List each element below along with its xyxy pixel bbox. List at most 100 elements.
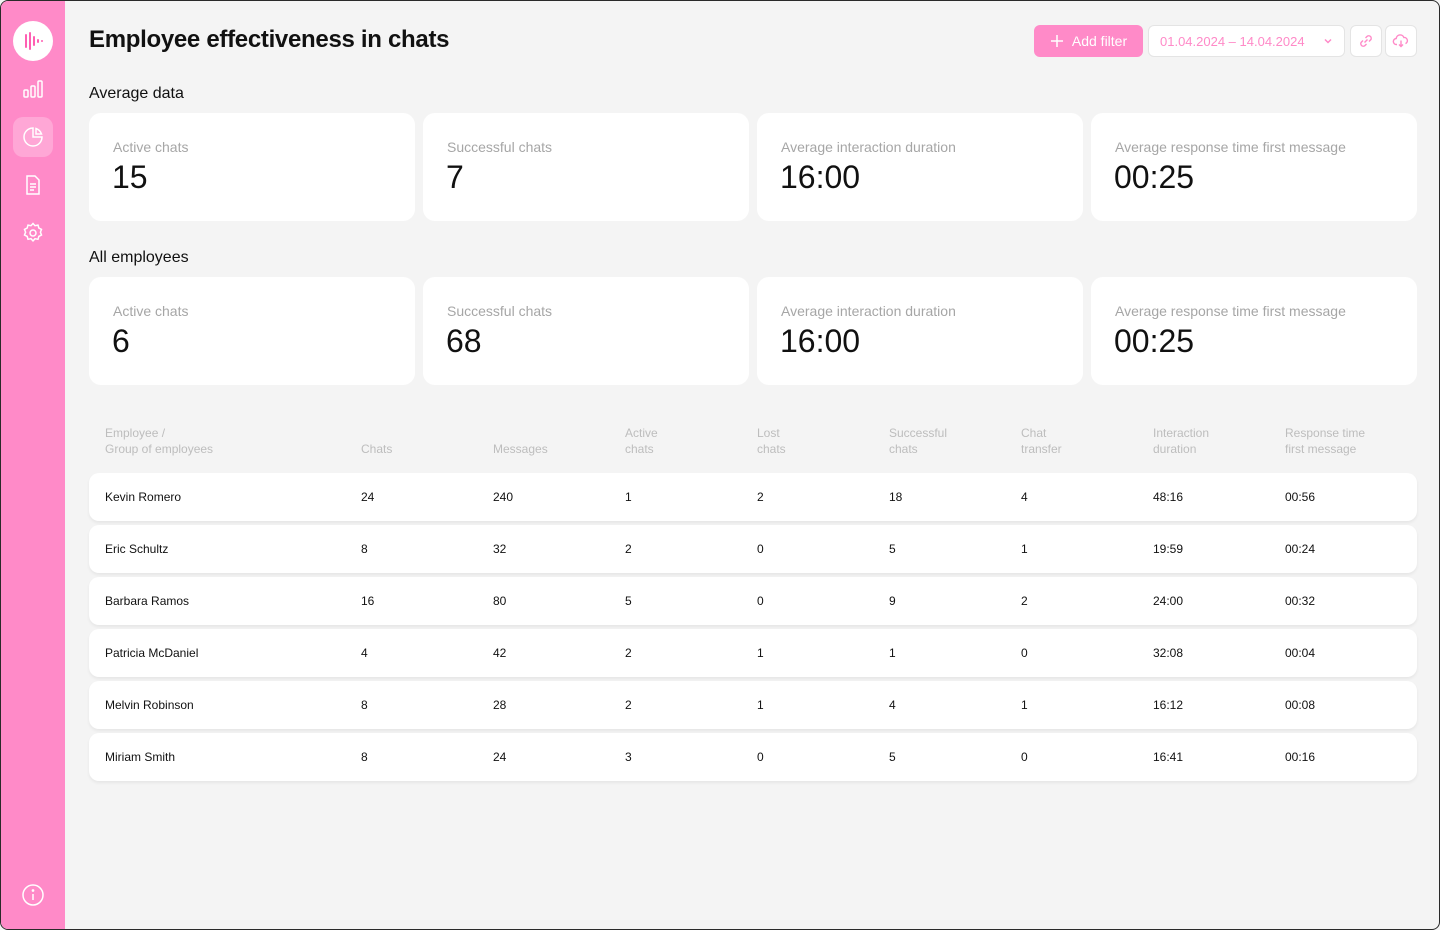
cell-successful-chats: 5 [889, 542, 896, 556]
cell-employee: Patricia McDaniel [105, 646, 199, 660]
cell-response-time: 00:16 [1285, 750, 1316, 764]
cell-chats: 8 [361, 542, 368, 556]
table-row[interactable]: Patricia McDaniel 4 42 2 1 1 0 32:08 00:… [89, 629, 1417, 677]
col-header-successful-chats[interactable]: Successful chats [889, 426, 948, 456]
add-filter-button[interactable]: Add filter [1034, 25, 1143, 57]
date-range-select[interactable]: 01.04.2024 – 14.04.2024 [1148, 25, 1345, 57]
card-value: 16:00 [780, 323, 861, 359]
col-header-lost-chats[interactable]: Lost chats [757, 426, 786, 456]
cell-chat-transfer: 4 [1021, 490, 1028, 504]
col-header-interaction-duration[interactable]: Interaction duration [1153, 426, 1210, 456]
cell-lost-chats: 1 [757, 698, 764, 712]
cell-active-chats: 1 [625, 490, 632, 504]
cell-employee: Melvin Robinson [105, 698, 194, 712]
col-header-chats[interactable]: Chats [361, 442, 393, 456]
cell-lost-chats: 2 [757, 490, 764, 504]
nav-item-settings[interactable] [13, 213, 53, 253]
cell-successful-chats: 9 [889, 594, 896, 608]
avg-card-active-chats: Active chats 15 [89, 113, 415, 221]
card-label: Successful chats [447, 303, 553, 319]
cell-chat-transfer: 1 [1021, 542, 1028, 556]
card-label: Average interaction duration [781, 139, 956, 155]
pie-chart-icon [23, 127, 43, 147]
cloud-download-icon [1392, 34, 1409, 48]
bar-chart-icon [23, 80, 43, 98]
col-header-employee[interactable]: Employee / Group of employees [105, 426, 214, 456]
cell-employee: Barbara Ramos [105, 594, 190, 608]
avg-card-response-time: Average response time first message 00:2… [1091, 113, 1417, 221]
document-icon [26, 175, 40, 195]
avg-card-interaction-duration: Average interaction duration 16:00 [757, 113, 1083, 221]
all-card-successful-chats: Successful chats 68 [423, 277, 749, 385]
card-label: Active chats [113, 303, 189, 319]
all-card-response-time: Average response time first message 00:2… [1091, 277, 1417, 385]
table-row[interactable]: Barbara Ramos 16 80 5 0 9 2 24:00 00:32 [89, 577, 1417, 625]
table-row[interactable]: Eric Schultz 8 32 2 0 5 1 19:59 00:24 [89, 525, 1417, 573]
cell-response-time: 00:04 [1285, 646, 1316, 660]
cell-chat-transfer: 0 [1021, 646, 1028, 660]
card-value: 68 [446, 323, 482, 359]
cell-chats: 8 [361, 698, 368, 712]
cell-active-chats: 2 [625, 542, 632, 556]
avg-card-successful-chats: Successful chats 7 [423, 113, 749, 221]
card-value: 00:25 [1114, 323, 1195, 359]
card-value: 6 [112, 323, 130, 359]
logo[interactable] [13, 21, 53, 61]
cell-successful-chats: 1 [889, 646, 896, 660]
plus-icon [1050, 35, 1063, 47]
card-label: Successful chats [447, 139, 553, 155]
table-row[interactable]: Kevin Romero 24 240 1 2 18 4 48:16 00:56 [89, 473, 1417, 521]
cell-chat-transfer: 2 [1021, 594, 1028, 608]
cell-messages: 240 [493, 490, 514, 504]
cell-successful-chats: 18 [889, 490, 903, 504]
cell-response-time: 00:32 [1285, 594, 1316, 608]
cell-lost-chats: 1 [757, 646, 764, 660]
cell-chats: 4 [361, 646, 368, 660]
table-row[interactable]: Melvin Robinson 8 28 2 1 4 1 16:12 00:08 [89, 681, 1417, 729]
average-data-heading: Average data [89, 85, 184, 102]
info-button[interactable] [21, 883, 45, 907]
chevron-down-icon [1324, 38, 1332, 44]
col-header-messages[interactable]: Messages [493, 442, 548, 456]
cell-lost-chats: 0 [757, 750, 764, 764]
table-row[interactable]: Miriam Smith 8 24 3 0 5 0 16:41 00:16 [89, 733, 1417, 781]
nav-item-documents[interactable] [13, 165, 53, 205]
cell-successful-chats: 4 [889, 698, 896, 712]
cell-chat-transfer: 1 [1021, 698, 1028, 712]
cell-active-chats: 2 [625, 698, 632, 712]
col-header-active-chats[interactable]: Active chats [625, 426, 658, 456]
nav-item-analytics[interactable] [13, 69, 53, 109]
date-range-value: 01.04.2024 – 14.04.2024 [1160, 33, 1305, 49]
cell-response-time: 00:24 [1285, 542, 1316, 556]
cell-active-chats: 3 [625, 750, 632, 764]
gear-icon [23, 222, 43, 243]
cell-active-chats: 5 [625, 594, 632, 608]
page-title: Employee effectiveness in chats [89, 26, 450, 53]
cell-chat-transfer: 0 [1021, 750, 1028, 764]
card-value: 15 [112, 159, 148, 195]
cell-employee: Eric Schultz [105, 542, 169, 556]
cell-interaction-duration: 48:16 [1153, 490, 1184, 504]
cell-active-chats: 2 [625, 646, 632, 660]
card-label: Average response time first message [1115, 303, 1346, 319]
nav-item-reports[interactable] [13, 117, 53, 157]
col-header-chat-transfer[interactable]: Chat transfer [1021, 426, 1062, 456]
card-value: 16:00 [780, 159, 861, 195]
cell-chats: 24 [361, 490, 375, 504]
card-value: 00:25 [1114, 159, 1195, 195]
copy-link-button[interactable] [1350, 25, 1382, 57]
cell-messages: 32 [493, 542, 507, 556]
cell-messages: 80 [493, 594, 507, 608]
cell-employee: Kevin Romero [105, 490, 182, 504]
download-button[interactable] [1385, 25, 1417, 57]
card-label: Active chats [113, 139, 189, 155]
cell-interaction-duration: 24:00 [1153, 594, 1184, 608]
link-icon [1360, 35, 1372, 47]
col-header-response-time[interactable]: Response time first message [1285, 426, 1366, 456]
cell-messages: 28 [493, 698, 507, 712]
all-employees-heading: All employees [89, 249, 189, 266]
cell-interaction-duration: 19:59 [1153, 542, 1184, 556]
info-icon [22, 884, 44, 906]
cell-lost-chats: 0 [757, 594, 764, 608]
